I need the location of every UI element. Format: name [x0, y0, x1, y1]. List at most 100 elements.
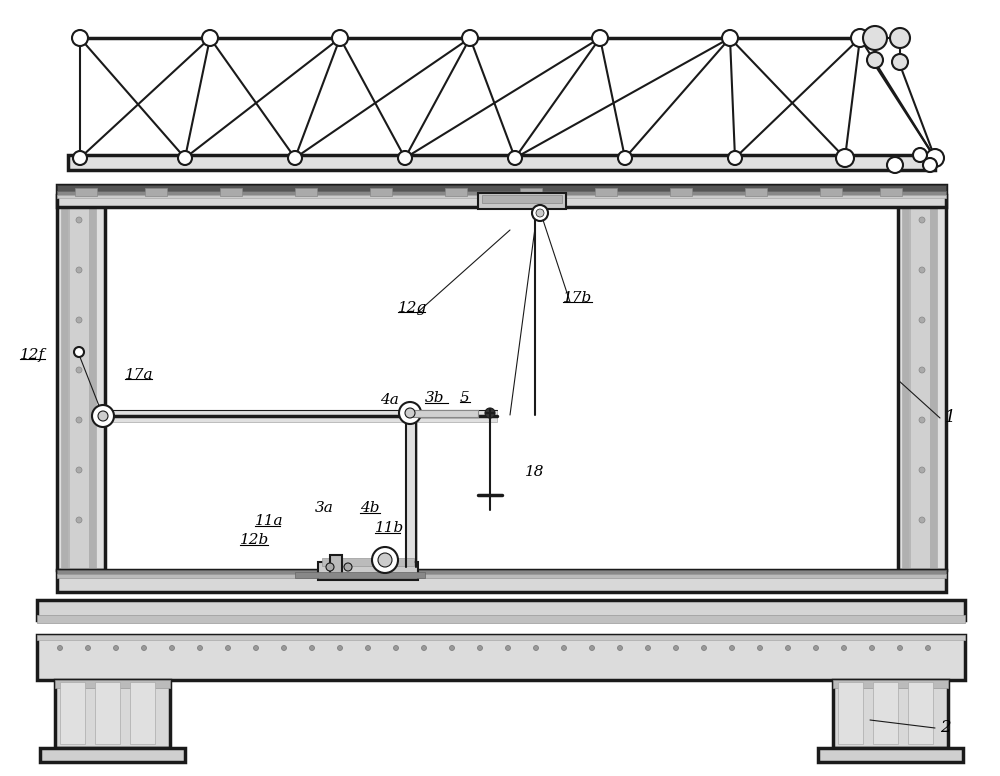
Bar: [40, 748, 185, 762]
Text: 3a: 3a: [315, 501, 334, 515]
Circle shape: [674, 646, 678, 650]
Bar: [57, 574, 946, 578]
Circle shape: [332, 30, 348, 46]
Circle shape: [926, 646, 930, 650]
Bar: [880, 188, 902, 196]
Circle shape: [892, 54, 908, 70]
Circle shape: [326, 563, 334, 571]
Bar: [833, 680, 948, 748]
Bar: [482, 195, 562, 203]
Circle shape: [618, 151, 632, 165]
Bar: [295, 188, 317, 196]
Text: 12g: 12g: [398, 301, 427, 315]
Circle shape: [76, 417, 82, 423]
Text: 2: 2: [940, 719, 951, 736]
Bar: [130, 682, 155, 744]
Circle shape: [485, 408, 495, 418]
Text: 17b: 17b: [563, 291, 592, 305]
Text: 18: 18: [525, 465, 544, 479]
Circle shape: [142, 646, 146, 650]
Circle shape: [405, 408, 415, 418]
Circle shape: [198, 646, 202, 650]
Text: 12b: 12b: [240, 533, 269, 547]
Circle shape: [478, 646, 482, 650]
Circle shape: [508, 151, 522, 165]
Bar: [220, 188, 242, 196]
Circle shape: [887, 157, 903, 173]
Bar: [75, 188, 97, 196]
Circle shape: [814, 646, 818, 650]
Circle shape: [867, 52, 883, 68]
Circle shape: [870, 646, 874, 650]
Circle shape: [72, 30, 88, 46]
Circle shape: [86, 646, 90, 650]
Bar: [37, 635, 965, 680]
Bar: [57, 570, 946, 575]
Circle shape: [226, 646, 230, 650]
Circle shape: [58, 646, 62, 650]
Circle shape: [394, 646, 398, 650]
Circle shape: [898, 646, 902, 650]
Circle shape: [728, 151, 742, 165]
Bar: [902, 197, 909, 568]
Circle shape: [702, 646, 706, 650]
Bar: [833, 680, 948, 688]
Bar: [55, 680, 170, 688]
Circle shape: [310, 646, 314, 650]
Circle shape: [842, 646, 846, 650]
Circle shape: [863, 26, 887, 50]
Text: 3b: 3b: [425, 391, 444, 405]
Circle shape: [722, 30, 738, 46]
Circle shape: [919, 367, 925, 373]
Circle shape: [76, 467, 82, 473]
Bar: [61, 197, 68, 568]
Bar: [413, 410, 478, 417]
Circle shape: [562, 646, 566, 650]
Bar: [97, 410, 497, 422]
Circle shape: [926, 149, 944, 167]
Circle shape: [76, 217, 82, 223]
Bar: [838, 682, 863, 744]
Bar: [37, 615, 965, 623]
Circle shape: [288, 151, 302, 165]
Circle shape: [178, 151, 192, 165]
Text: 4a: 4a: [380, 393, 399, 407]
Circle shape: [202, 30, 218, 46]
Circle shape: [851, 29, 869, 47]
Circle shape: [786, 646, 790, 650]
Bar: [910, 197, 930, 568]
Circle shape: [913, 148, 927, 162]
Circle shape: [890, 28, 910, 48]
Bar: [478, 193, 566, 209]
Circle shape: [590, 646, 594, 650]
Circle shape: [758, 646, 763, 650]
Circle shape: [372, 547, 398, 573]
Text: 17a: 17a: [125, 368, 154, 382]
Circle shape: [532, 205, 548, 221]
Bar: [57, 570, 946, 592]
Bar: [295, 572, 425, 578]
Circle shape: [282, 646, 287, 650]
Bar: [370, 188, 392, 196]
Circle shape: [92, 405, 114, 427]
Bar: [89, 197, 96, 568]
Circle shape: [838, 151, 852, 165]
Text: 12f: 12f: [20, 348, 45, 362]
Circle shape: [450, 646, 454, 650]
Bar: [670, 188, 692, 196]
Bar: [818, 748, 963, 762]
Circle shape: [254, 646, 258, 650]
Bar: [745, 188, 767, 196]
Bar: [595, 188, 617, 196]
Bar: [69, 197, 89, 568]
Circle shape: [919, 267, 925, 273]
Bar: [57, 185, 946, 191]
Bar: [820, 188, 842, 196]
Bar: [322, 558, 414, 566]
Circle shape: [114, 646, 119, 650]
Circle shape: [366, 646, 370, 650]
Circle shape: [646, 646, 650, 650]
Bar: [898, 195, 946, 570]
Circle shape: [592, 30, 608, 46]
Bar: [330, 555, 342, 575]
